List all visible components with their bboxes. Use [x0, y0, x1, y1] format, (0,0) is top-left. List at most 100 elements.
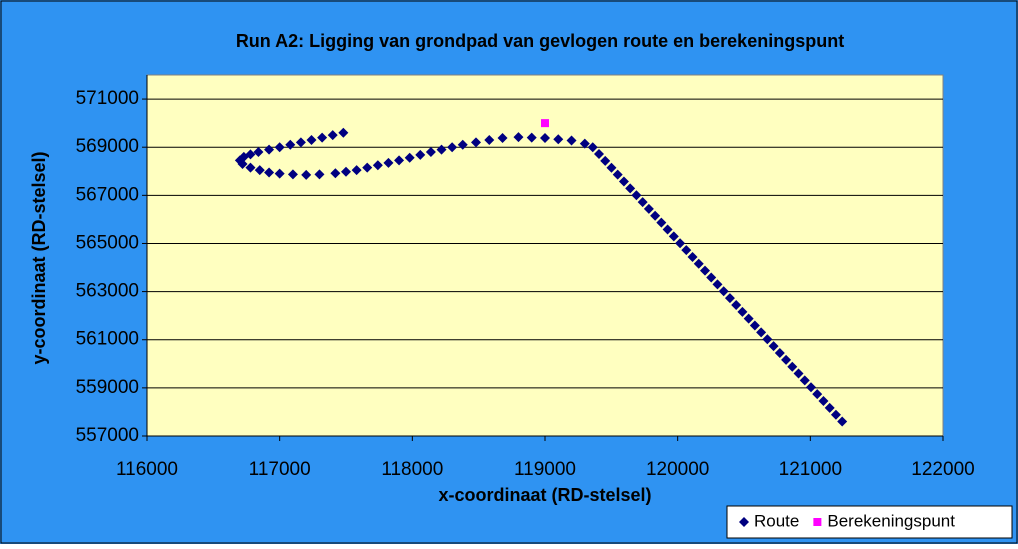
point	[306, 134, 317, 145]
point	[566, 135, 577, 146]
point	[781, 354, 792, 365]
point	[415, 149, 426, 160]
point	[237, 159, 248, 170]
point	[541, 119, 549, 128]
point	[287, 169, 298, 180]
point	[631, 190, 642, 201]
point	[253, 147, 264, 158]
x-tick-label: 122000	[911, 459, 974, 480]
point	[749, 320, 760, 331]
point	[799, 375, 810, 386]
y-tick-label: 569000	[76, 136, 139, 157]
point	[540, 133, 550, 144]
y-axis-title: y-coordinaat (RD-stelsel)	[29, 151, 49, 364]
point	[637, 197, 648, 208]
point	[317, 132, 328, 143]
point	[362, 162, 373, 173]
point	[383, 157, 394, 168]
point	[612, 169, 623, 180]
point	[245, 162, 256, 173]
y-tick-label: 571000	[76, 88, 139, 109]
point	[625, 183, 636, 194]
y-tick-label: 561000	[76, 329, 139, 350]
point	[606, 162, 617, 173]
plot-area	[146, 74, 944, 437]
point	[351, 165, 362, 176]
x-tick-label: 117000	[249, 459, 311, 480]
point	[662, 224, 673, 235]
point	[681, 245, 692, 256]
point	[341, 166, 351, 177]
point	[812, 389, 823, 400]
x-tick-label: 116000	[116, 459, 178, 480]
point	[497, 133, 508, 144]
point	[338, 127, 349, 138]
point	[457, 139, 468, 150]
point	[264, 144, 275, 155]
point	[587, 142, 598, 153]
x-tick-label: 121000	[779, 459, 842, 480]
point	[837, 416, 848, 427]
point	[404, 152, 415, 163]
point	[830, 409, 841, 420]
legend-marker	[813, 518, 822, 526]
point	[314, 169, 325, 180]
point	[706, 272, 717, 283]
point	[274, 142, 285, 153]
point	[656, 217, 667, 228]
point	[513, 132, 524, 143]
point	[600, 155, 611, 166]
point	[762, 334, 773, 345]
point	[774, 347, 785, 358]
point	[553, 134, 564, 145]
point	[699, 265, 710, 276]
point	[805, 382, 816, 393]
legend-marker	[739, 517, 749, 527]
point	[787, 361, 798, 372]
point	[447, 142, 458, 153]
point	[436, 144, 447, 155]
point	[724, 293, 735, 304]
y-tick-label: 563000	[76, 281, 139, 302]
point	[301, 169, 312, 180]
point	[274, 168, 285, 179]
point	[471, 137, 482, 148]
point	[526, 132, 537, 143]
point	[793, 368, 804, 379]
y-tick-label: 559000	[76, 377, 139, 398]
point	[756, 327, 767, 338]
y-tick-label: 567000	[76, 184, 139, 205]
point	[643, 203, 654, 214]
point	[650, 210, 661, 221]
point	[768, 341, 779, 352]
point	[718, 286, 729, 297]
point	[668, 231, 679, 242]
point	[372, 160, 383, 171]
point	[254, 165, 265, 176]
point	[484, 134, 495, 145]
x-tick-label: 120000	[646, 459, 709, 480]
point	[675, 238, 686, 249]
point	[327, 130, 338, 141]
point	[737, 306, 748, 317]
x-tick-label: 119000	[514, 459, 576, 480]
point	[394, 155, 405, 166]
point	[330, 168, 341, 179]
point	[731, 299, 742, 310]
point	[593, 149, 604, 160]
point	[425, 147, 436, 158]
point	[693, 258, 704, 269]
legend-label: Route	[754, 511, 799, 530]
y-tick-label: 557000	[76, 425, 139, 446]
y-tick-label: 565000	[76, 232, 139, 253]
x-tick-label: 118000	[381, 459, 443, 480]
point	[687, 251, 698, 262]
point	[618, 176, 629, 187]
chart-title: Run A2: Ligging van grondpad van gevloge…	[236, 31, 844, 51]
x-axis-title: x-coordinaat (RD-stelsel)	[438, 485, 651, 505]
point	[824, 402, 835, 413]
point	[264, 167, 275, 178]
